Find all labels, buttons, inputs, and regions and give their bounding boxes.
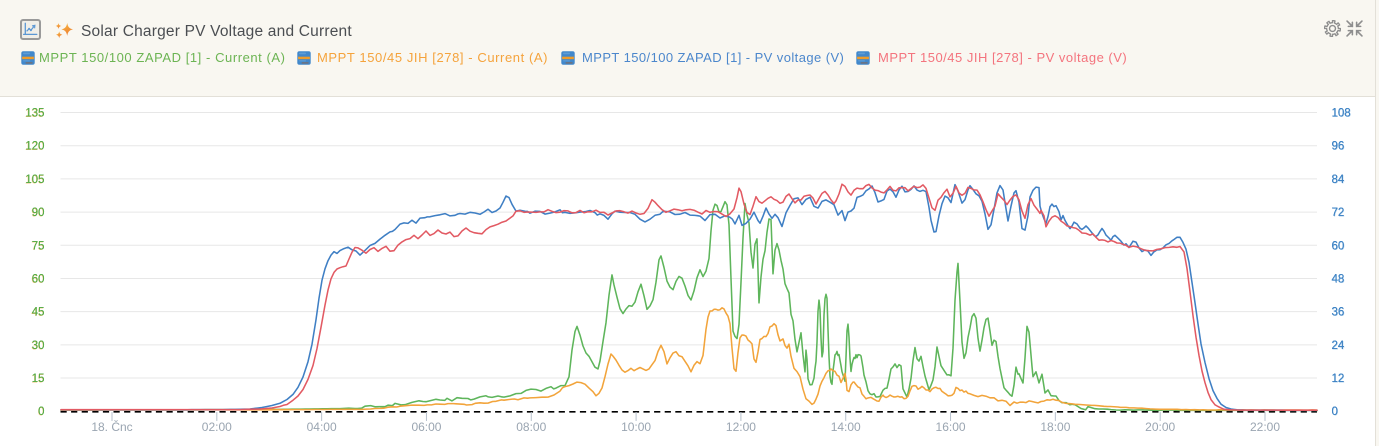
svg-text:0: 0 (1332, 406, 1338, 418)
svg-text:0: 0 (38, 406, 44, 418)
svg-text:45: 45 (31, 307, 44, 319)
svg-text:96: 96 (1332, 141, 1345, 153)
svg-text:12: 12 (1332, 373, 1345, 385)
svg-text:24: 24 (1332, 340, 1345, 352)
svg-text:18:00: 18:00 (1040, 420, 1070, 434)
svg-text:72: 72 (1332, 208, 1345, 220)
svg-text:84: 84 (1332, 174, 1345, 186)
svg-text:75: 75 (32, 240, 45, 252)
svg-text:02:00: 02:00 (202, 420, 232, 434)
svg-text:60: 60 (1332, 240, 1345, 252)
svg-text:90: 90 (32, 207, 45, 219)
svg-text:36: 36 (1332, 307, 1345, 319)
svg-text:0: 0 (38, 406, 44, 418)
svg-text:0: 0 (1332, 407, 1338, 419)
svg-text:96: 96 (1332, 141, 1345, 153)
svg-text:84: 84 (1332, 174, 1345, 186)
svg-text:105: 105 (25, 174, 44, 186)
svg-text:08:00: 08:00 (516, 420, 546, 434)
svg-text:10:00: 10:00 (621, 420, 651, 434)
svg-text:12: 12 (1332, 373, 1345, 385)
svg-text:108: 108 (1332, 108, 1351, 120)
svg-text:60: 60 (1332, 241, 1345, 253)
svg-text:72: 72 (1332, 207, 1345, 219)
svg-text:15: 15 (32, 373, 45, 385)
svg-text:15: 15 (31, 374, 44, 386)
svg-text:30: 30 (32, 340, 45, 352)
svg-text:135: 135 (25, 108, 44, 120)
svg-text:0: 0 (1332, 406, 1338, 418)
svg-text:0: 0 (38, 407, 44, 419)
svg-text:48: 48 (1332, 273, 1345, 285)
svg-text:84: 84 (1332, 174, 1345, 186)
svg-text:14:00: 14:00 (831, 420, 861, 434)
svg-text:96: 96 (1332, 141, 1345, 153)
svg-text:105: 105 (25, 174, 44, 186)
svg-text:06:00: 06:00 (411, 420, 441, 434)
svg-text:120: 120 (25, 141, 44, 153)
svg-text:135: 135 (25, 108, 44, 120)
svg-text:75: 75 (31, 241, 44, 253)
svg-text:72: 72 (1332, 207, 1345, 219)
svg-text:60: 60 (32, 273, 45, 285)
svg-text:48: 48 (1332, 273, 1345, 285)
svg-text:120: 120 (25, 141, 44, 153)
svg-text:24: 24 (1332, 340, 1345, 352)
svg-text:22:00: 22:00 (1250, 420, 1280, 434)
svg-text:60: 60 (32, 273, 45, 285)
svg-text:90: 90 (31, 208, 44, 220)
svg-text:108: 108 (1332, 108, 1351, 120)
svg-text:48: 48 (1332, 274, 1345, 286)
svg-text:12: 12 (1332, 374, 1345, 386)
svg-text:36: 36 (1332, 307, 1345, 319)
svg-text:120: 120 (25, 141, 44, 153)
svg-text:16:00: 16:00 (936, 420, 966, 434)
svg-text:18. Čnc: 18. Čnc (91, 419, 132, 434)
svg-text:15: 15 (32, 373, 45, 385)
svg-text:135: 135 (25, 108, 44, 120)
svg-text:105: 105 (25, 174, 44, 186)
svg-text:45: 45 (32, 307, 45, 319)
svg-text:12:00: 12:00 (726, 420, 756, 434)
svg-text:24: 24 (1332, 340, 1345, 352)
svg-text:60: 60 (31, 274, 44, 286)
svg-text:45: 45 (32, 307, 45, 319)
svg-text:60: 60 (1332, 240, 1345, 252)
svg-text:75: 75 (32, 240, 45, 252)
svg-text:04:00: 04:00 (307, 420, 337, 434)
svg-text:20:00: 20:00 (1145, 420, 1175, 434)
svg-text:30: 30 (31, 340, 44, 352)
svg-text:108: 108 (1332, 108, 1351, 120)
svg-text:30: 30 (32, 340, 45, 352)
svg-text:36: 36 (1332, 307, 1345, 319)
svg-text:90: 90 (32, 207, 45, 219)
